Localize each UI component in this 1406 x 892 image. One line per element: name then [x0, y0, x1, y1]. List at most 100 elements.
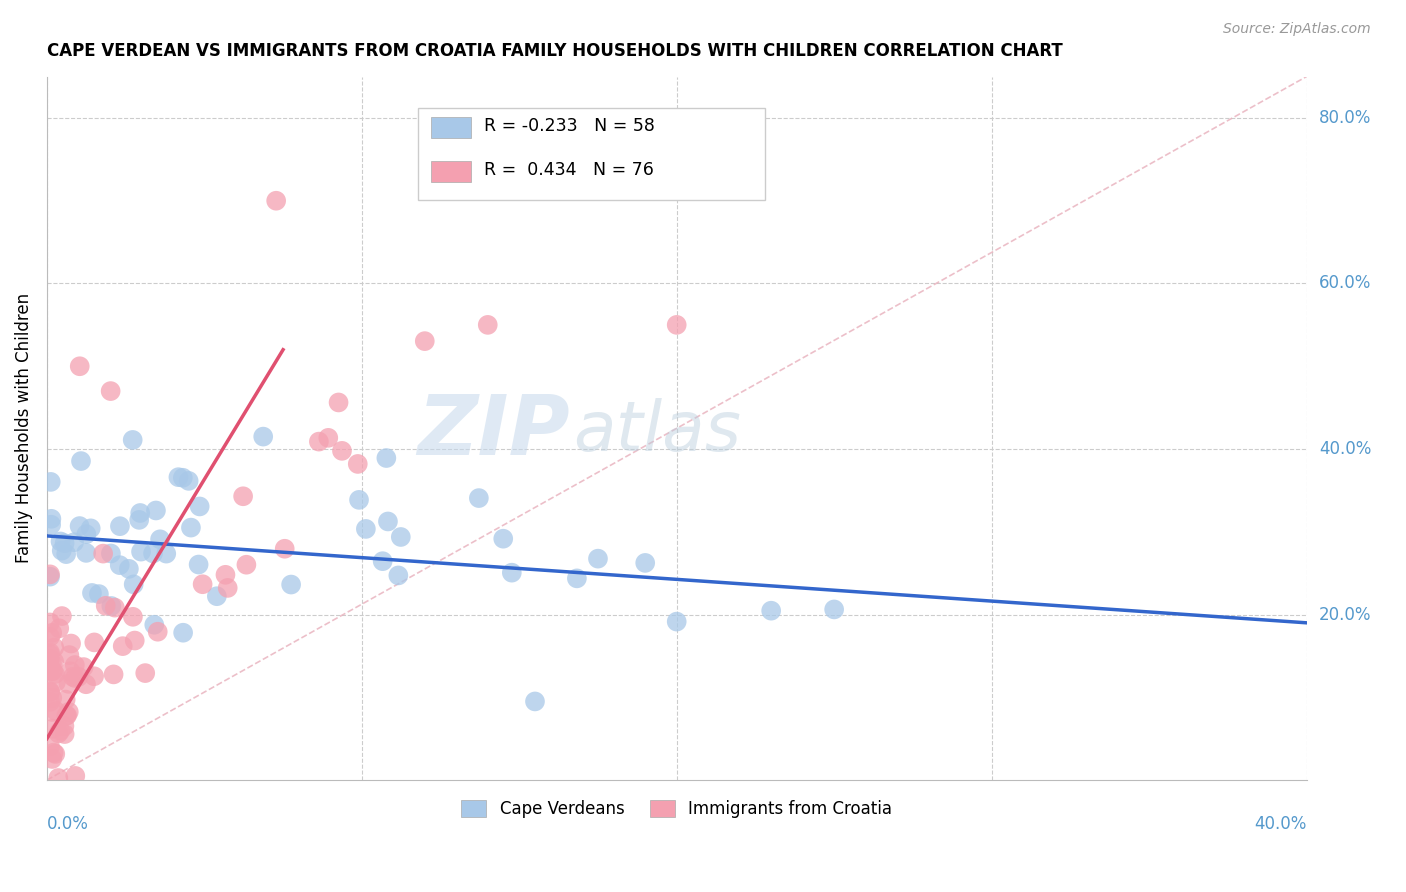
Point: [191, 577, 214, 591]
Text: CAPE VERDEAN VS IMMIGRANTS FROM CROATIA FAMILY HOUSEHOLDS WITH CHILDREN CORRELAT: CAPE VERDEAN VS IMMIGRANTS FROM CROATIA …: [46, 42, 1063, 60]
Point: [60, 636, 83, 650]
Point: [346, 457, 368, 471]
Point: [49, 723, 72, 738]
FancyBboxPatch shape: [432, 117, 471, 137]
Text: R = -0.233   N = 58: R = -0.233 N = 58: [484, 117, 655, 135]
Point: [501, 566, 523, 580]
Point: [87, 587, 110, 601]
Legend: Cape Verdeans, Immigrants from Croatia: Cape Verdeans, Immigrants from Croatia: [454, 793, 898, 824]
Text: 40.0%: 40.0%: [1254, 815, 1306, 833]
Point: [524, 694, 547, 708]
Point: [387, 568, 409, 582]
Point: [167, 470, 190, 484]
Point: [75, 677, 97, 691]
Point: [58, 705, 80, 719]
Point: [665, 318, 688, 332]
FancyBboxPatch shape: [432, 161, 471, 182]
Point: [69, 359, 91, 374]
Point: [51, 609, 73, 624]
Point: [377, 515, 399, 529]
Point: [69, 519, 91, 533]
Point: [187, 558, 209, 572]
Point: [42, 664, 65, 678]
Point: [39, 695, 62, 709]
Point: [347, 492, 370, 507]
Point: [172, 471, 194, 485]
Point: [55, 708, 77, 723]
Point: [44, 640, 66, 655]
Point: [111, 639, 134, 653]
Point: [39, 615, 62, 630]
Point: [264, 194, 287, 208]
Point: [53, 727, 76, 741]
Point: [354, 522, 377, 536]
Point: [118, 562, 141, 576]
Point: [205, 589, 228, 603]
Point: [65, 769, 87, 783]
Point: [39, 660, 62, 674]
Point: [44, 747, 66, 761]
Point: [39, 646, 62, 660]
FancyBboxPatch shape: [419, 108, 765, 200]
Point: [146, 624, 169, 639]
Point: [121, 433, 143, 447]
Point: [142, 546, 165, 560]
Point: [75, 546, 97, 560]
Point: [217, 581, 239, 595]
Text: atlas: atlas: [574, 399, 741, 466]
Point: [565, 571, 588, 585]
Point: [375, 450, 398, 465]
Text: 0.0%: 0.0%: [46, 815, 89, 833]
Point: [45, 675, 67, 690]
Point: [177, 474, 200, 488]
Point: [53, 536, 76, 550]
Text: 20.0%: 20.0%: [1319, 606, 1372, 624]
Point: [45, 704, 67, 718]
Point: [51, 543, 73, 558]
Point: [477, 318, 499, 332]
Point: [44, 655, 66, 669]
Point: [94, 599, 117, 613]
Point: [63, 535, 86, 549]
Point: [273, 541, 295, 556]
Point: [55, 692, 77, 706]
Point: [72, 660, 94, 674]
Point: [80, 521, 103, 535]
Point: [316, 431, 339, 445]
Point: [55, 547, 77, 561]
Point: [70, 454, 93, 468]
Text: 60.0%: 60.0%: [1319, 275, 1371, 293]
Point: [149, 533, 172, 547]
Point: [586, 551, 609, 566]
Point: [389, 530, 412, 544]
Point: [308, 434, 330, 449]
Point: [39, 652, 62, 666]
Point: [492, 532, 515, 546]
Point: [39, 475, 62, 489]
Point: [59, 665, 82, 679]
Point: [63, 671, 86, 685]
Point: [665, 615, 688, 629]
Point: [53, 719, 76, 733]
Point: [41, 690, 63, 705]
Point: [41, 625, 63, 640]
Point: [330, 443, 353, 458]
Point: [41, 512, 63, 526]
Point: [143, 617, 166, 632]
Point: [100, 384, 122, 398]
Point: [328, 395, 350, 409]
Text: Source: ZipAtlas.com: Source: ZipAtlas.com: [1223, 22, 1371, 37]
Text: R =  0.434   N = 76: R = 0.434 N = 76: [484, 161, 654, 179]
Point: [108, 558, 131, 573]
Point: [155, 547, 177, 561]
Point: [280, 577, 302, 591]
Point: [129, 544, 152, 558]
Point: [124, 633, 146, 648]
Point: [39, 630, 62, 644]
Point: [83, 635, 105, 649]
Point: [371, 554, 394, 568]
Text: 80.0%: 80.0%: [1319, 109, 1371, 127]
Y-axis label: Family Households with Children: Family Households with Children: [15, 293, 32, 564]
Point: [44, 667, 66, 681]
Point: [41, 664, 63, 678]
